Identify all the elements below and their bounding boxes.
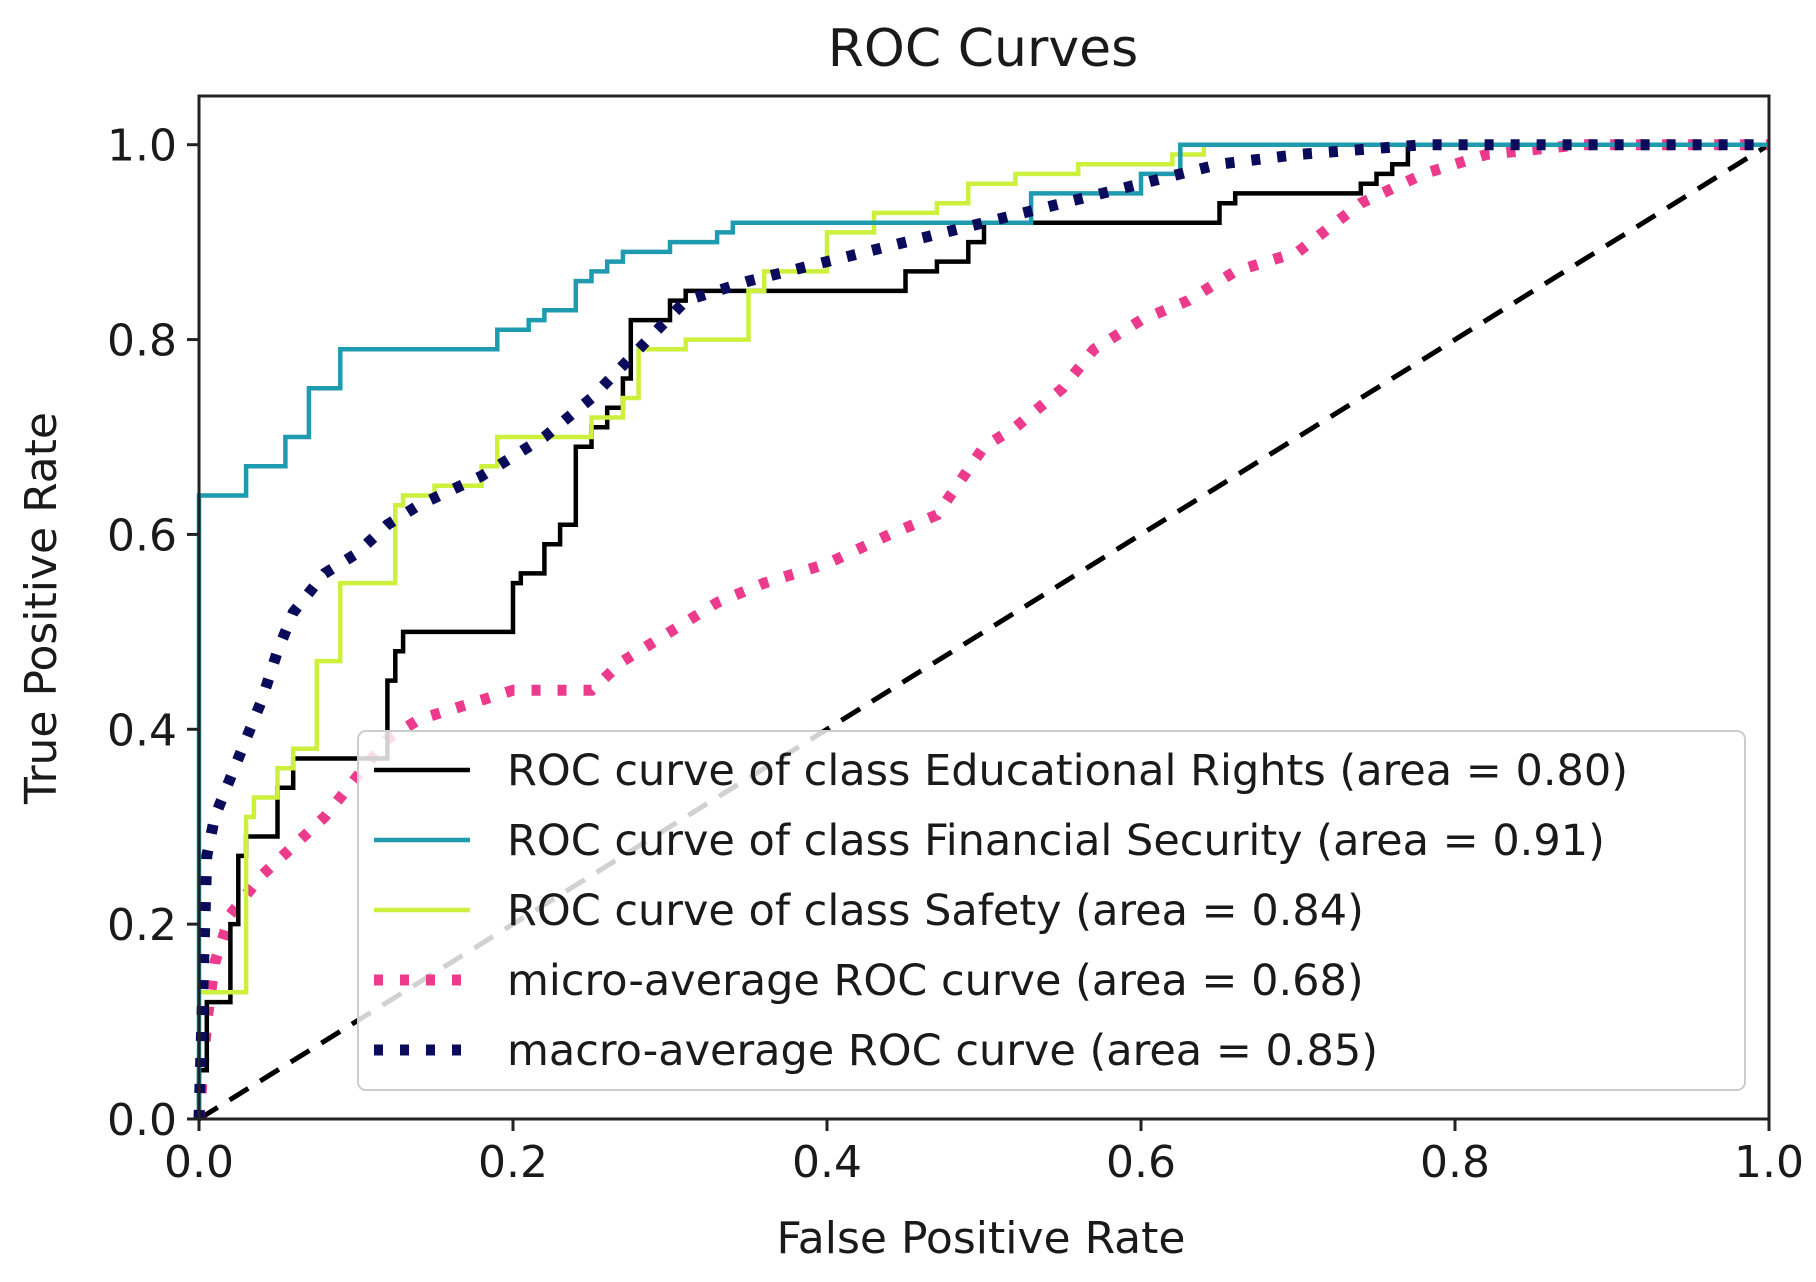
- x-tick-label: 0.4: [792, 1137, 862, 1188]
- y-tick-label: 0.6: [107, 510, 177, 561]
- x-tick-label: 1.0: [1734, 1137, 1804, 1188]
- legend: ROC curve of class Educational Rights (a…: [357, 730, 1746, 1091]
- series-line-roc-curve-of-class-financial-security: [196, 142, 1769, 1119]
- legend-label: ROC curve of class Financial Security (a…: [507, 816, 1605, 866]
- x-tick-label: 0.8: [1420, 1137, 1490, 1188]
- legend-box: [357, 730, 1746, 1091]
- plot-frame: [197, 94, 1771, 1121]
- y-tick-label: 1.0: [107, 121, 177, 172]
- legend-label: ROC curve of class Educational Rights (a…: [507, 746, 1628, 796]
- y-tick-label: 0.0: [107, 1095, 177, 1146]
- x-tick-label: 0.6: [1106, 1137, 1176, 1188]
- legend-label: micro-average ROC curve (area = 0.68): [507, 956, 1364, 1006]
- y-axis-label: True Positive Rate: [16, 412, 67, 805]
- y-tick-label: 0.8: [107, 316, 177, 367]
- y-tick-label: 0.4: [107, 705, 177, 756]
- series-line-micro-average-roc-curve: [193, 139, 1769, 1120]
- axis-ticks: 0.0 0.2 0.4 0.6 0.8 1.0 0.0 0.2 0.4 0.6 0.8 1.0: [107, 121, 1804, 1188]
- legend-label: ROC curve of class Safety (area = 0.84): [507, 886, 1364, 936]
- y-tick-label: 0.2: [107, 900, 177, 951]
- x-tick-label: 0.0: [164, 1137, 234, 1188]
- legend-label: macro-average ROC curve (area = 0.85): [507, 1026, 1378, 1076]
- series-line-macro-average-roc-curve: [193, 139, 1769, 1120]
- series-line-roc-curve-of-class-safety: [199, 142, 1769, 995]
- chart-title: ROC Curves: [828, 19, 1138, 79]
- x-tick-label: 0.2: [478, 1137, 548, 1188]
- x-axis-label: False Positive Rate: [777, 1213, 1186, 1264]
